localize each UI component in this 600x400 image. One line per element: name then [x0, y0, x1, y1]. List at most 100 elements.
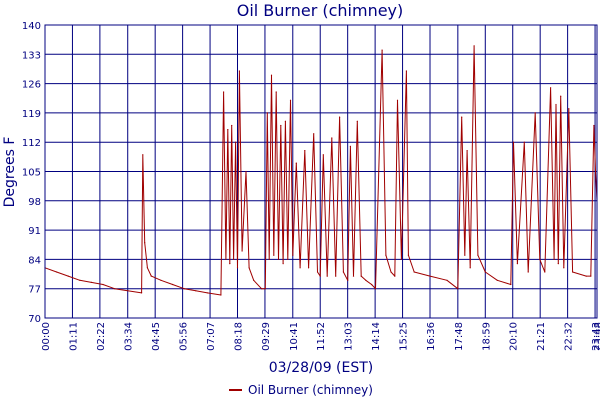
y-tick-label: 77 — [28, 285, 41, 296]
data-point — [102, 283, 104, 286]
data-point — [160, 279, 162, 281]
data-point — [150, 275, 152, 277]
data-point — [405, 70, 407, 72]
data-point — [67, 275, 69, 277]
data-point — [400, 258, 402, 260]
tick-labels: 70 77 84 91 98 105 112 119 126 133 140 00:00 01:11 02… — [22, 21, 600, 351]
data-point — [289, 99, 292, 101]
data-point — [264, 288, 266, 290]
data-point — [282, 263, 284, 265]
data-point — [446, 279, 448, 281]
y-tick-label: 140 — [22, 21, 41, 32]
x-tick-label: 05:56 — [179, 322, 190, 351]
x-tick-label: 08:18 — [234, 322, 245, 351]
data-point — [347, 279, 349, 281]
data-point — [227, 129, 229, 131]
data-point — [544, 271, 546, 273]
data-point — [195, 290, 197, 292]
x-tick-label: 10:41 — [289, 322, 300, 351]
y-tick-label: 119 — [22, 109, 41, 120]
x-tick-label: 22:32 — [564, 322, 575, 351]
data-point — [233, 258, 235, 260]
y-tick-label: 91 — [28, 226, 41, 237]
data-point — [319, 275, 321, 277]
data-point — [560, 95, 562, 97]
data-point — [374, 288, 377, 290]
data-point — [142, 154, 144, 156]
data-point — [516, 263, 519, 265]
data-point — [429, 275, 431, 277]
x-tick-label: 15:25 — [399, 322, 410, 351]
data-point — [477, 254, 479, 256]
y-tick-label: 126 — [22, 80, 41, 91]
data-point — [56, 271, 58, 273]
data-point — [413, 271, 415, 273]
data-point — [572, 271, 574, 273]
data-point — [585, 275, 587, 277]
data-point — [390, 271, 392, 273]
data-point — [326, 275, 328, 277]
data-point — [183, 288, 185, 290]
x-tick-label: 23:43 — [591, 322, 600, 351]
data-point — [496, 279, 498, 281]
data-point — [352, 275, 355, 277]
x-tick-label: 14:14 — [371, 322, 382, 351]
data-point — [313, 133, 315, 135]
data-point — [534, 112, 536, 114]
data-point — [371, 283, 373, 286]
data-point — [555, 103, 557, 106]
x-tick-label: 17:48 — [454, 322, 465, 351]
data-point — [590, 275, 592, 277]
data-point — [396, 99, 399, 101]
data-point — [270, 74, 273, 76]
data-point — [235, 141, 237, 143]
data-point — [553, 258, 555, 260]
y-tick-label: 84 — [28, 255, 41, 266]
data-point — [539, 258, 541, 260]
data-point — [461, 116, 463, 118]
data-point — [349, 145, 351, 147]
series-line-0 — [44, 45, 598, 296]
data-point — [339, 116, 341, 118]
data-point — [266, 112, 268, 114]
y-tick-label: 133 — [22, 50, 41, 61]
data-point — [273, 254, 275, 256]
data-point — [550, 87, 552, 89]
plot-frame — [44, 24, 598, 319]
data-point — [473, 45, 475, 47]
data-point — [141, 292, 143, 294]
data-point — [484, 271, 486, 273]
x-tick-label: 20:10 — [509, 322, 520, 351]
data-point — [464, 254, 466, 256]
x-tick-label: 09:29 — [261, 322, 272, 351]
data-point — [90, 281, 92, 283]
data-point — [268, 258, 270, 260]
chart-title: Oil Burner (chimney) — [237, 1, 404, 20]
y-tick-label: 98 — [28, 197, 41, 208]
x-tick-label: 00:00 — [41, 322, 52, 351]
data-point — [225, 258, 227, 260]
x-tick-label: 16:36 — [426, 322, 437, 351]
data-point — [292, 254, 294, 256]
legend-label: Oil Burner (chimney) — [248, 383, 373, 397]
y-axis-label: Degrees F — [2, 137, 18, 208]
x-tick-label: 02:22 — [96, 322, 107, 351]
data-point — [206, 292, 208, 294]
data-point — [275, 91, 277, 93]
data-point — [466, 150, 468, 152]
data-point — [308, 267, 310, 269]
data-point — [299, 267, 301, 269]
data-point — [407, 254, 409, 256]
data-point — [527, 271, 529, 273]
x-tick-label: 13:03 — [344, 322, 355, 351]
data-point — [238, 70, 240, 72]
x-tick-label: 03:34 — [124, 322, 135, 351]
data-point — [316, 271, 319, 273]
x-tick-label: 01:11 — [68, 322, 79, 351]
legend: Oil Burner (chimney) — [229, 383, 373, 397]
data-point — [557, 263, 559, 265]
data-point — [253, 279, 255, 281]
data-point — [512, 141, 515, 143]
data-point — [304, 150, 306, 152]
